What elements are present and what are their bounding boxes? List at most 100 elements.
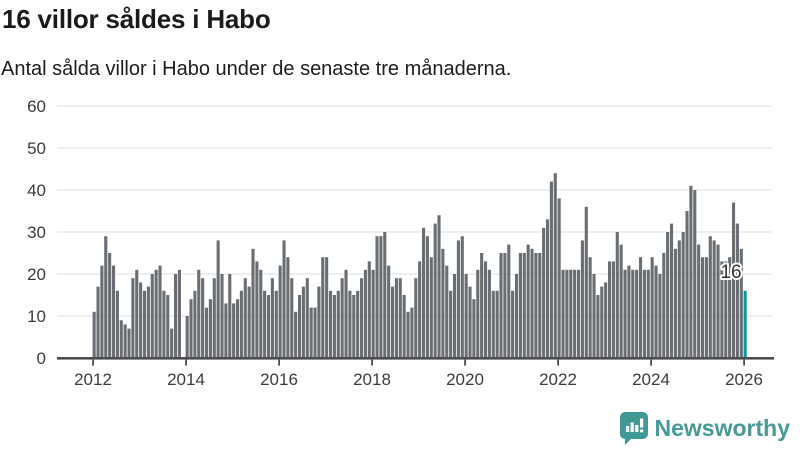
bar — [232, 303, 236, 358]
bar — [503, 253, 507, 358]
brand-name: Newsworthy — [654, 415, 790, 441]
bar — [507, 244, 511, 358]
bar — [483, 261, 488, 358]
bar — [596, 295, 600, 358]
bar — [673, 248, 677, 358]
bar — [615, 232, 619, 358]
bar — [511, 290, 515, 358]
bar — [336, 290, 340, 358]
bar — [542, 227, 546, 358]
bar — [297, 295, 302, 358]
bar — [708, 236, 712, 358]
bar — [712, 240, 716, 358]
x-axis-tick — [92, 359, 94, 366]
bar — [611, 261, 615, 358]
bar — [735, 223, 739, 358]
bar — [111, 265, 116, 358]
bar — [739, 248, 743, 358]
bar — [390, 286, 395, 358]
bar — [197, 269, 201, 358]
bar — [685, 211, 689, 358]
bar — [235, 299, 240, 358]
bar — [607, 261, 612, 358]
bar — [158, 265, 162, 358]
bar — [414, 278, 418, 358]
bar — [387, 265, 391, 358]
bar — [115, 290, 119, 358]
bar — [588, 257, 592, 358]
bar — [328, 290, 333, 358]
bar — [704, 257, 708, 358]
bar — [259, 269, 263, 358]
bar — [294, 311, 298, 358]
x-axis-tick — [464, 359, 466, 366]
bar — [460, 236, 464, 358]
bar — [650, 257, 654, 358]
bar — [220, 274, 224, 358]
bar — [654, 265, 658, 358]
bar — [131, 278, 135, 358]
bar — [700, 257, 705, 358]
bar — [166, 295, 170, 358]
bar — [305, 278, 309, 358]
bar — [170, 328, 174, 358]
bar — [518, 253, 522, 358]
y-axis-tick-label: 40 — [27, 181, 46, 200]
bar — [522, 253, 526, 358]
x-axis-tick-label: 2018 — [353, 370, 391, 389]
bar — [309, 307, 313, 358]
bar — [193, 290, 197, 358]
bar — [208, 299, 212, 358]
bar — [495, 290, 499, 358]
bar — [561, 269, 565, 358]
bar — [569, 269, 573, 358]
bar — [728, 257, 732, 358]
bar — [313, 307, 317, 358]
bar — [449, 290, 453, 358]
bar — [224, 303, 228, 358]
y-axis-tick-label: 10 — [27, 307, 46, 326]
bar — [92, 311, 96, 358]
bar — [418, 261, 422, 358]
bar — [189, 299, 193, 358]
bar — [720, 261, 724, 358]
bar — [642, 269, 646, 358]
bar — [600, 286, 604, 358]
x-axis-tick-label: 2012 — [74, 370, 112, 389]
bar — [150, 274, 154, 358]
bar — [301, 286, 305, 358]
bar — [363, 269, 367, 358]
bar — [255, 261, 259, 358]
bar — [371, 269, 375, 358]
bar — [352, 295, 356, 358]
bar — [251, 248, 255, 358]
bar — [383, 232, 387, 358]
bar — [724, 261, 728, 358]
bar — [216, 240, 220, 358]
bar — [142, 290, 147, 358]
bar — [239, 290, 243, 358]
bar — [290, 278, 294, 358]
bar — [573, 269, 577, 358]
bar — [243, 278, 247, 358]
y-axis-tick-label: 30 — [27, 223, 46, 242]
bar — [421, 227, 426, 358]
bar — [359, 278, 364, 358]
bar — [441, 248, 445, 358]
bar — [662, 253, 666, 358]
bar — [398, 278, 402, 358]
bar — [576, 269, 581, 358]
bar — [514, 274, 519, 358]
bar — [100, 265, 104, 358]
x-axis-tick-label: 2026 — [725, 370, 763, 389]
bar — [549, 181, 553, 358]
bar — [592, 274, 596, 358]
bar — [445, 265, 449, 358]
bar — [580, 240, 584, 358]
chart-title: 16 villor såldes i Habo — [2, 4, 271, 34]
bar — [274, 290, 278, 358]
bar — [677, 240, 681, 358]
bar — [681, 232, 685, 358]
bar — [344, 269, 348, 358]
